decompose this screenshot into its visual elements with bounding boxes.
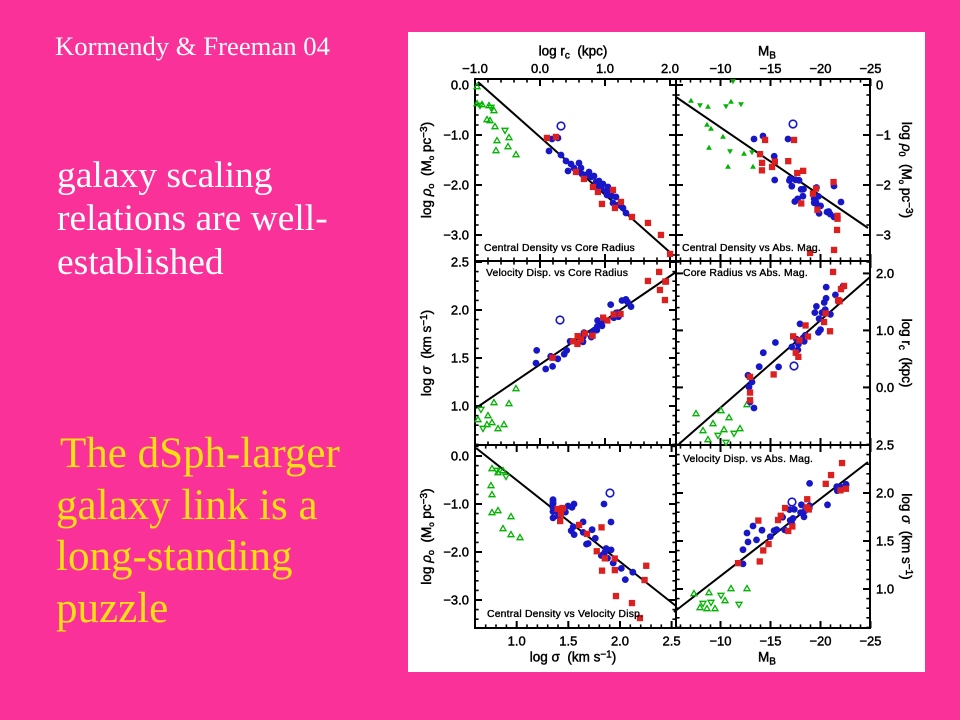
svg-text:1.0: 1.0 <box>876 323 894 338</box>
svg-text:−1.0: −1.0 <box>462 61 488 76</box>
svg-text:log ρ0 (Mo pc−3): log ρ0 (Mo pc−3) <box>897 122 914 218</box>
svg-text:Central Density vs Core Radius: Central Density vs Core Radius <box>484 243 635 254</box>
svg-text:MB: MB <box>758 650 776 668</box>
svg-text:−3: −3 <box>876 228 891 243</box>
svg-text:2.5: 2.5 <box>876 438 894 453</box>
svg-text:−2: −2 <box>876 178 891 193</box>
svg-text:2.0: 2.0 <box>876 266 894 281</box>
svg-text:Core Radius vs Abs. Mag.: Core Radius vs Abs. Mag. <box>683 268 808 279</box>
svg-text:0.0: 0.0 <box>451 449 469 464</box>
svg-text:2.5: 2.5 <box>451 255 469 270</box>
svg-text:log ρo (Mo pc−3): log ρo (Mo pc−3) <box>419 122 436 218</box>
svg-text:2.0: 2.0 <box>451 303 469 318</box>
svg-text:log rc (kpc): log rc (kpc) <box>539 44 608 62</box>
svg-text:−3.0: −3.0 <box>443 228 469 243</box>
svg-text:1.0: 1.0 <box>508 634 526 649</box>
svg-text:log σ (km s−1): log σ (km s−1) <box>530 650 617 665</box>
svg-text:−25: −25 <box>859 61 881 76</box>
svg-text:1.5: 1.5 <box>559 634 577 649</box>
svg-text:log σ (km s−1): log σ (km s−1) <box>419 310 434 396</box>
svg-text:−10: −10 <box>709 634 731 649</box>
svg-text:log σ (km s−1): log σ (km s−1) <box>899 493 914 579</box>
svg-text:1.5: 1.5 <box>876 534 894 549</box>
svg-text:1.0: 1.0 <box>596 61 614 76</box>
svg-text:−2.0: −2.0 <box>443 178 469 193</box>
svg-text:Velocity Disp. vs Abs. Mag.: Velocity Disp. vs Abs. Mag. <box>683 454 813 465</box>
svg-text:−1.0: −1.0 <box>443 128 469 143</box>
svg-text:−15: −15 <box>759 634 781 649</box>
svg-text:2.0: 2.0 <box>876 486 894 501</box>
svg-text:1.0: 1.0 <box>876 582 894 597</box>
svg-text:2.5: 2.5 <box>663 634 681 649</box>
svg-text:−1: −1 <box>876 128 891 143</box>
svg-text:log ρo (Mo pc−3): log ρo (Mo pc−3) <box>419 488 436 584</box>
svg-text:0: 0 <box>876 78 883 93</box>
svg-text:Central Density vs Velocity Di: Central Density vs Velocity Disp. <box>487 609 643 620</box>
svg-text:−15: −15 <box>759 61 781 76</box>
svg-text:0.0: 0.0 <box>876 380 894 395</box>
svg-text:2.0: 2.0 <box>611 634 629 649</box>
svg-text:−3.0: −3.0 <box>443 593 469 608</box>
svg-text:MB: MB <box>758 44 776 62</box>
svg-text:1.0: 1.0 <box>451 399 469 414</box>
svg-text:Central Density vs Abs. Mag.: Central Density vs Abs. Mag. <box>682 243 821 254</box>
svg-text:Velocity Disp. vs Core Radius: Velocity Disp. vs Core Radius <box>486 268 628 279</box>
svg-text:−20: −20 <box>809 634 831 649</box>
svg-text:−10: −10 <box>709 61 731 76</box>
svg-text:1.5: 1.5 <box>451 351 469 366</box>
svg-text:log rc (kpc): log rc (kpc) <box>896 319 914 388</box>
svg-text:−25: −25 <box>859 634 881 649</box>
svg-text:0.0: 0.0 <box>531 61 549 76</box>
svg-text:0.0: 0.0 <box>451 78 469 93</box>
svg-text:−20: −20 <box>809 61 831 76</box>
svg-text:2.0: 2.0 <box>661 61 679 76</box>
svg-text:−1.0: −1.0 <box>443 497 469 512</box>
svg-text:−2.0: −2.0 <box>443 545 469 560</box>
